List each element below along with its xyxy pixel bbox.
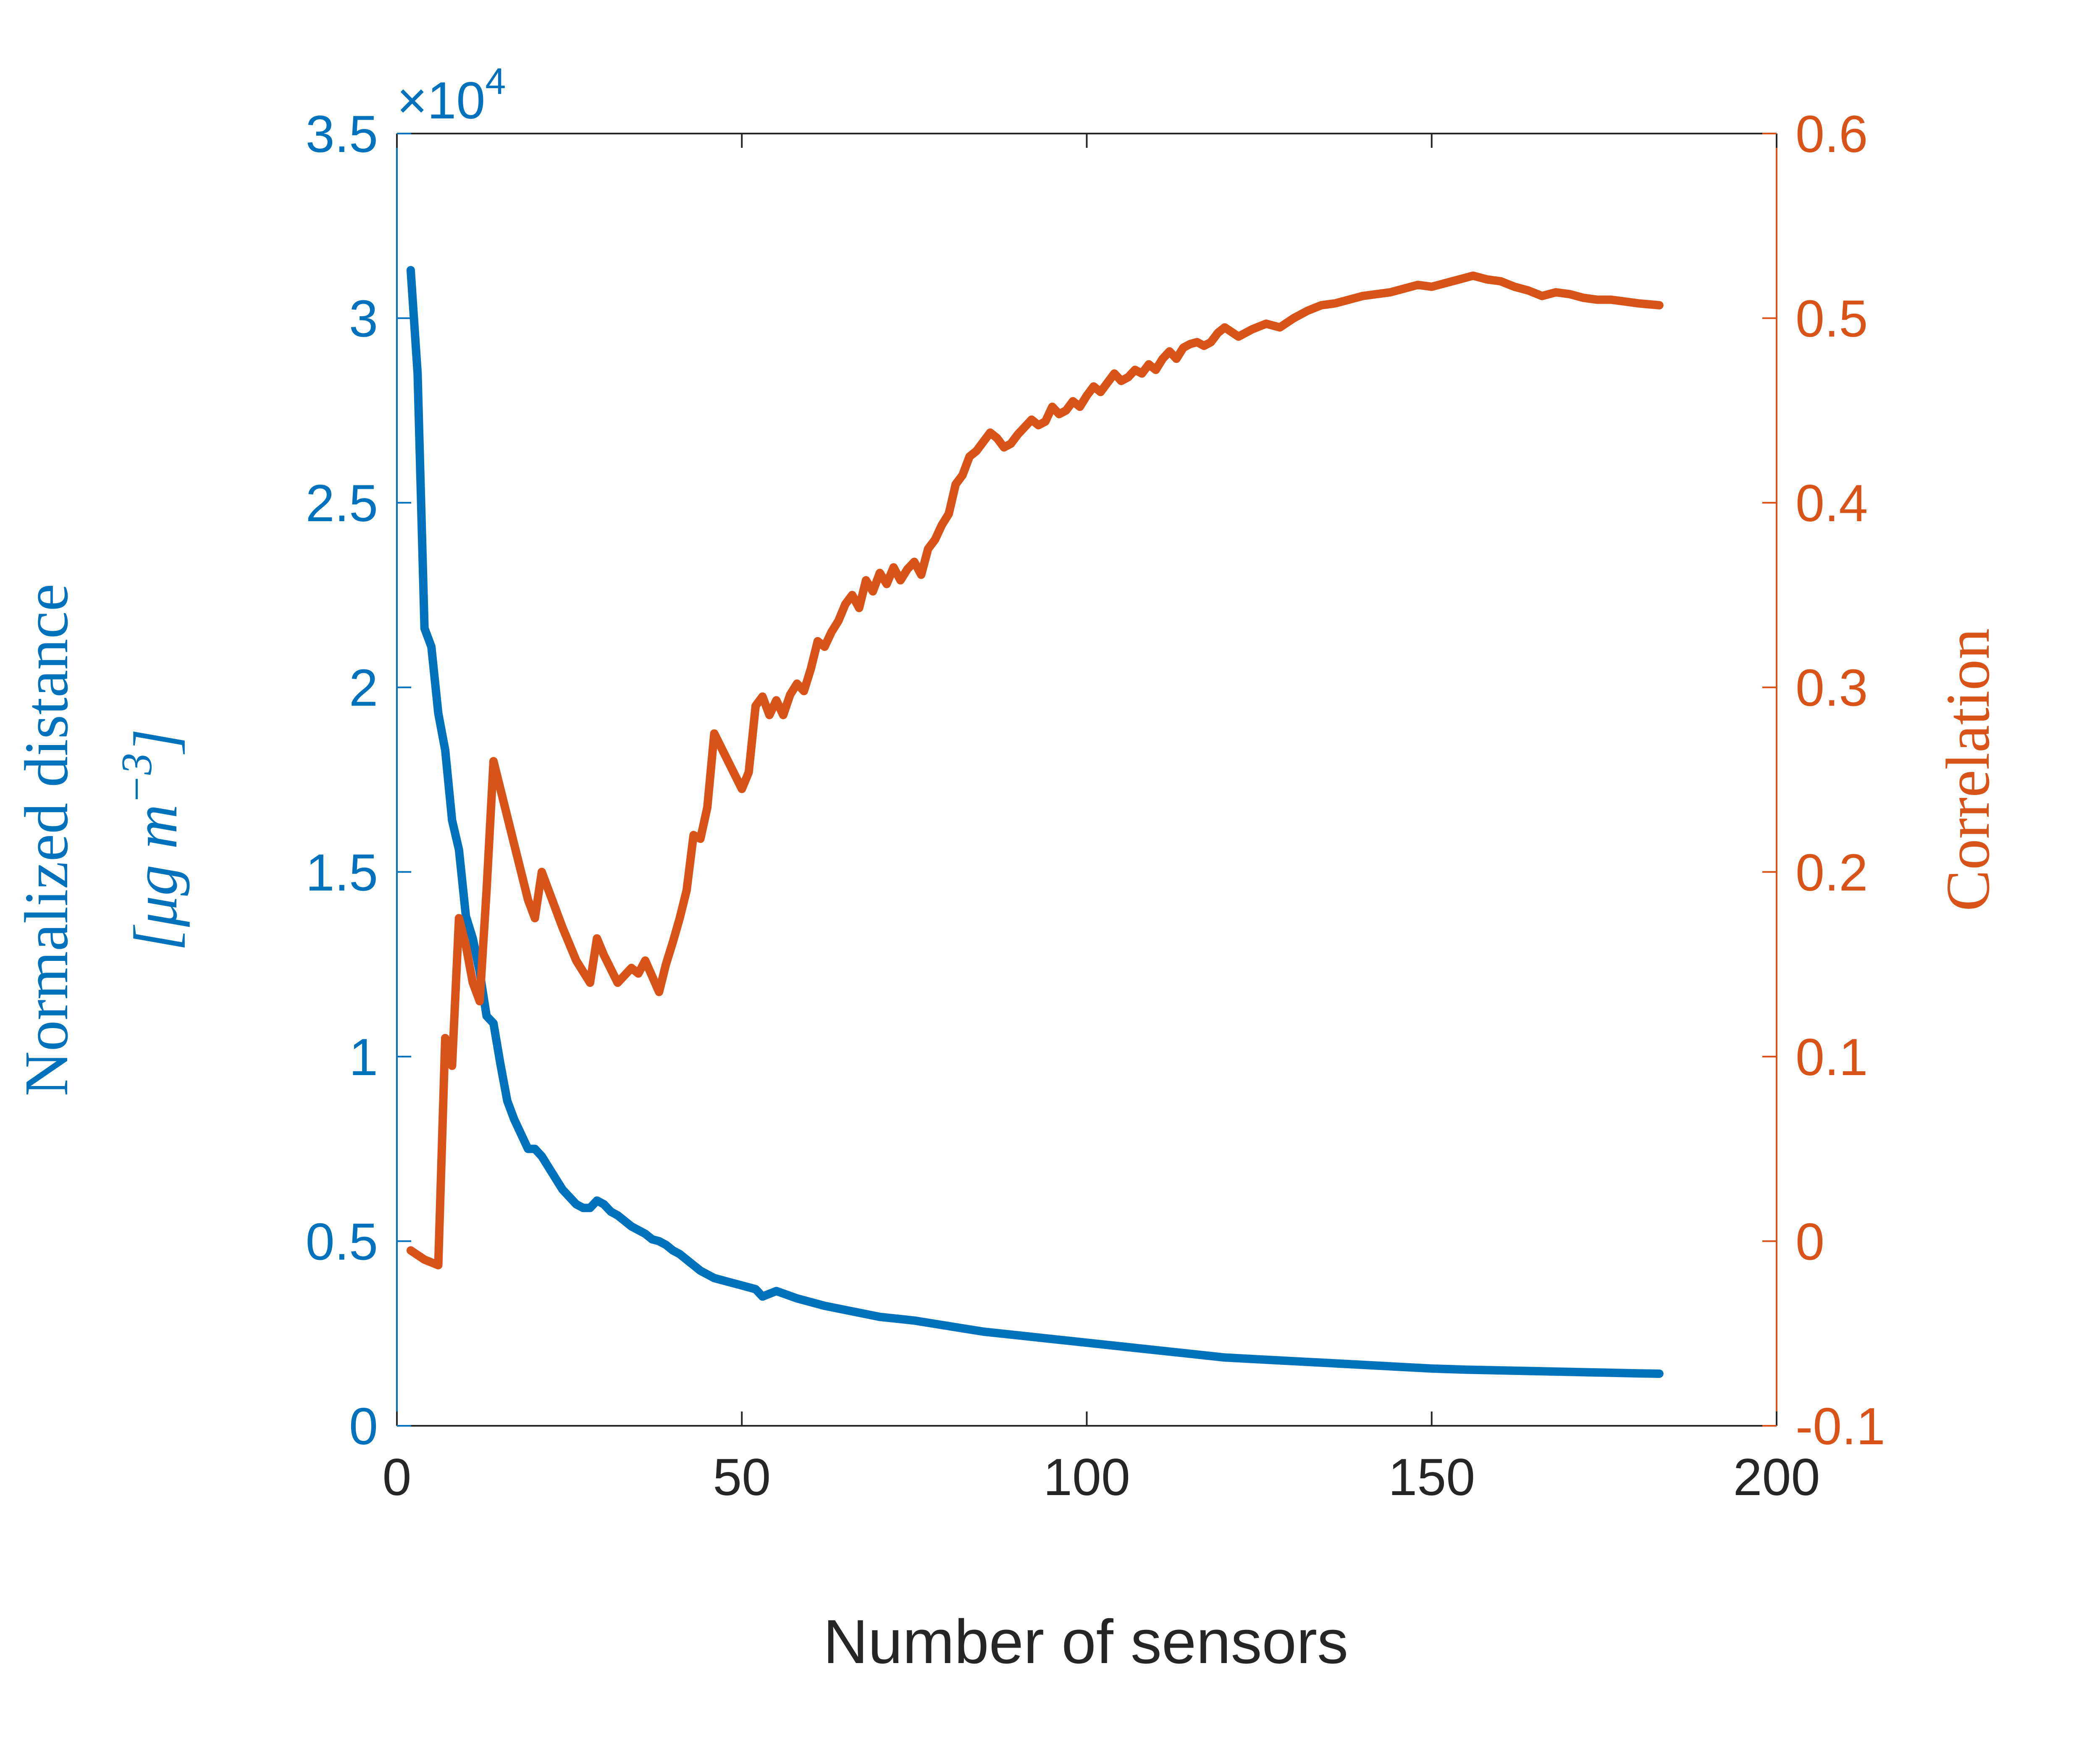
correlation-series-line (406, 271, 1664, 1270)
left-y-tick-label: 1 (349, 1028, 378, 1086)
left-y-axis-units: [μg m−3] (113, 729, 190, 951)
x-tick-label: 200 (1733, 1448, 1820, 1506)
right-y-tick-label: -0.1 (1796, 1398, 1885, 1456)
left-axis-exponent: ×104 (397, 60, 506, 130)
right-y-tick-label: 0.1 (1796, 1028, 1868, 1086)
left-y-axis-label: Normalized distance (12, 584, 81, 1097)
left-y-tick-label: 1.5 (306, 844, 378, 902)
left-y-tick-label: 3 (349, 290, 378, 348)
x-axis-label: Number of sensors (823, 1607, 1348, 1677)
x-tick-label: 150 (1388, 1448, 1475, 1506)
left-y-tick-label: 3.5 (306, 105, 378, 163)
left-y-tick-label: 0.5 (306, 1213, 378, 1271)
left-y-axis-units-base: [μg m (121, 804, 190, 951)
right-y-tick-label: 0.6 (1796, 105, 1868, 163)
right-y-tick-label: 0.3 (1796, 659, 1868, 717)
right-y-tick-label: 0 (1796, 1213, 1824, 1271)
right-y-axis-label: Correlation (1934, 628, 2003, 911)
right-y-tick-label: 0.5 (1796, 290, 1868, 348)
left-y-tick-label: 2 (349, 659, 378, 717)
left-y-axis-label-group: Normalized distance [μg m−3] (12, 584, 190, 1097)
ticks-layer: 0 50 100 150 200 0 0.5 1 1.5 2 2.5 3 3.5 -0.1 0 0.1 0.2 0… (306, 105, 1885, 1506)
left-axis-exponent-prefix: ×10 (397, 72, 485, 130)
left-y-tick-label: 2.5 (306, 475, 378, 533)
left-y-tick-label: 0 (349, 1398, 378, 1456)
left-y-axis-units-exp: −3 (113, 753, 161, 804)
right-y-tick-label: 0.2 (1796, 844, 1868, 902)
left-y-axis-units-close: ] (121, 729, 190, 755)
right-y-axis-label-group: Correlation (1934, 628, 2003, 911)
x-tick-label: 0 (383, 1448, 412, 1506)
right-y-tick-label: 0.4 (1796, 475, 1868, 533)
x-tick-label: 50 (713, 1448, 771, 1506)
left-axis-exponent-power: 4 (485, 60, 506, 102)
series-layer (406, 266, 1664, 1378)
x-tick-label: 100 (1043, 1448, 1130, 1506)
normalized-distance-series-line (406, 266, 1664, 1378)
